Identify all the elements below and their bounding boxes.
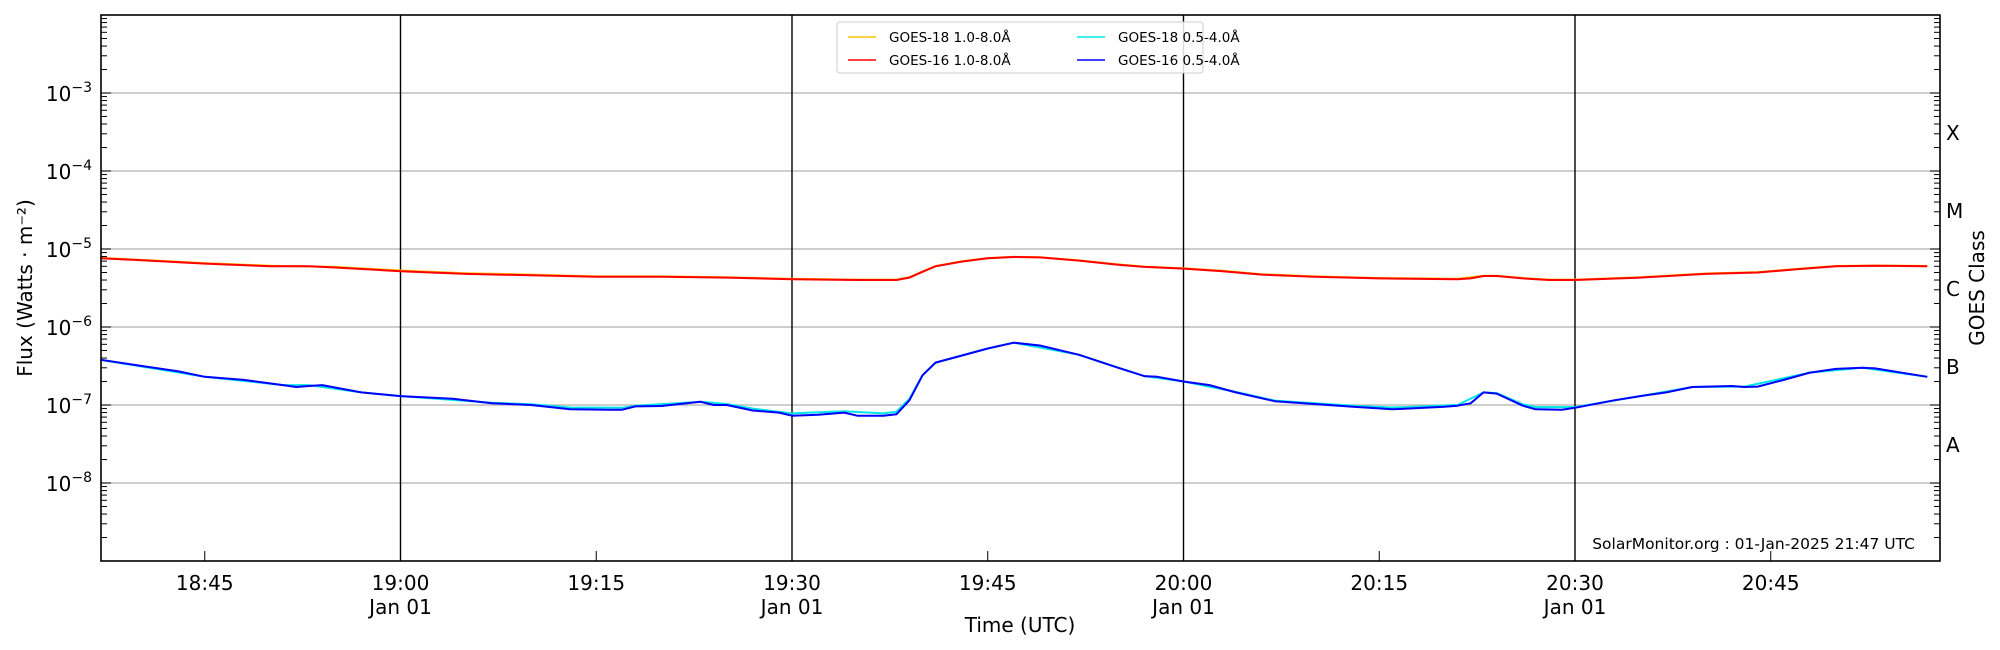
x-tick-label: 20:45 (1742, 571, 1800, 595)
legend-label: GOES-16 1.0-8.0Å (889, 52, 1011, 69)
y-tick-label: 10−4 (46, 158, 92, 184)
x-tick-label: 18:45 (176, 571, 234, 595)
day-marker-lines (399, 15, 1576, 561)
series-lines (100, 255, 1928, 417)
x-tick-date-label: Jan 01 (1542, 595, 1607, 619)
goes-class-label: M (1946, 199, 1963, 223)
goes-class-label: X (1946, 121, 1960, 145)
x-tick-label: 20:30 (1546, 571, 1604, 595)
series-line (100, 341, 1928, 415)
y-axis-label: Flux (Watts · m⁻²) (13, 199, 37, 377)
goes-class-label: A (1946, 433, 1960, 457)
grid-lines (101, 92, 1940, 484)
y-axis-right-label: GOES Class (1965, 230, 1989, 346)
x-tick-label: 19:00 (372, 571, 430, 595)
goes-class-label: B (1946, 355, 1960, 379)
legend-label: GOES-18 0.5-4.0Å (1118, 29, 1240, 46)
y-tick-label: 10−7 (46, 392, 92, 418)
legend-box (836, 21, 1204, 74)
goes-class-labels: X M C B A (1946, 121, 1963, 457)
x-tick-label: 19:45 (959, 571, 1017, 595)
x-tick-label: 20:15 (1350, 571, 1408, 595)
x-tick-date-label: Jan 01 (367, 595, 432, 619)
x-tick-label: 19:15 (567, 571, 625, 595)
x-tick-label: 19:30 (763, 571, 821, 595)
y-tick-label: 10−5 (46, 236, 92, 262)
y-tick-label: 10−3 (46, 80, 92, 106)
x-tick-date-label: Jan 01 (1150, 595, 1215, 619)
x-tick-date-label: Jan 01 (759, 595, 824, 619)
goes-class-label: C (1946, 277, 1960, 301)
legend: GOES-18 1.0-8.0Å GOES-18 0.5-4.0Å GOES-16 … (836, 21, 1240, 74)
legend-label: GOES-18 1.0-8.0Å (889, 29, 1011, 46)
plot-frame (100, 14, 1941, 562)
x-tick-label: 20:00 (1155, 571, 1213, 595)
series-line (100, 341, 1928, 417)
y-tick-label: 10−8 (46, 470, 92, 496)
legend-label: GOES-16 0.5-4.0Å (1118, 52, 1240, 69)
y-tick-label: 10−6 (46, 314, 92, 340)
y-axis-ticks: 10−3 10−4 10−5 10−6 10−7 10−8 (46, 18, 1940, 562)
series-line (100, 256, 1928, 281)
watermark-annotation: SolarMonitor.org : 01-Jan-2025 21:47 UTC (1592, 535, 1915, 553)
x-axis-label: Time (UTC) (964, 613, 1076, 637)
